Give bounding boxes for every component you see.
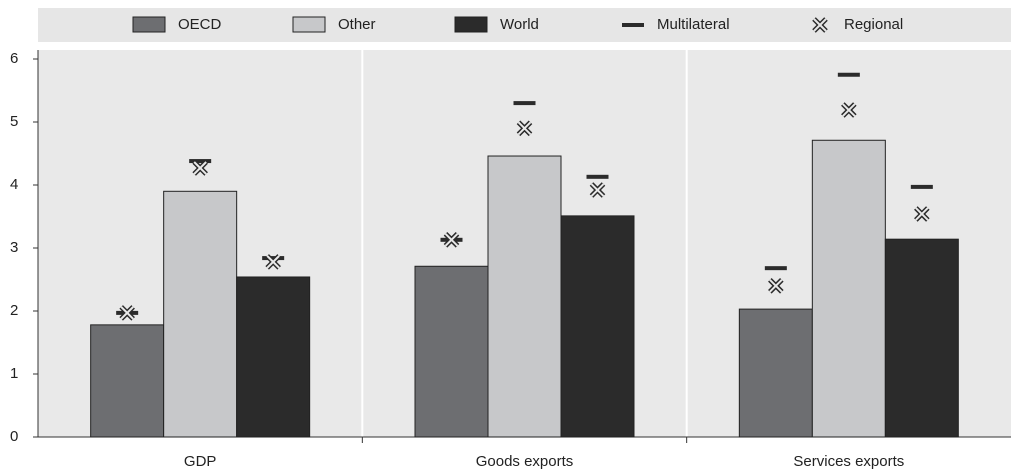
y-tick-label: 4	[10, 176, 18, 193]
regional-marker	[192, 160, 208, 176]
cross-inner	[193, 161, 207, 175]
x-tick-label: Goods exports	[476, 453, 574, 470]
multilateral-marker	[910, 184, 933, 189]
regional-marker	[265, 254, 281, 270]
cross-inner	[915, 207, 929, 221]
legend-label: Multilateral	[657, 16, 730, 33]
legend-swatch	[292, 16, 326, 33]
multilateral-marker	[586, 174, 609, 179]
cross-inner	[266, 255, 280, 269]
regional-marker	[768, 278, 784, 294]
legend-cross	[812, 17, 828, 33]
legend-swatch	[132, 16, 166, 33]
regional-marker	[589, 182, 606, 198]
cross-inner	[813, 18, 827, 32]
legend-swatch	[454, 16, 488, 33]
x-tick-label: Services exports	[793, 453, 904, 470]
bar	[487, 155, 562, 438]
legend-label: OECD	[178, 16, 222, 33]
legend-background	[38, 8, 1011, 42]
cross-inner	[590, 183, 605, 197]
bar	[560, 215, 635, 438]
multilateral-marker	[189, 159, 212, 164]
bar	[90, 324, 165, 438]
multilateral-marker	[262, 256, 285, 261]
multilateral-marker	[764, 266, 787, 271]
y-tick-label: 6	[10, 50, 18, 67]
bar	[414, 265, 489, 438]
legend-label: Regional	[844, 16, 903, 33]
y-tick-label: 5	[10, 113, 18, 130]
multilateral-marker	[513, 101, 536, 106]
regional-marker	[119, 305, 135, 321]
cross-inner	[517, 121, 532, 136]
legend-label: World	[500, 16, 539, 33]
bar	[738, 308, 813, 438]
regional-marker	[443, 232, 460, 248]
regional-marker	[841, 102, 857, 118]
y-tick-label: 0	[10, 428, 18, 445]
bar	[163, 190, 238, 438]
cross-inner	[769, 279, 783, 293]
legend-label: Other	[338, 16, 376, 33]
y-tick-label: 3	[10, 239, 18, 256]
y-tick-label: 2	[10, 302, 18, 319]
bar	[811, 139, 886, 438]
multilateral-marker	[837, 72, 860, 77]
cross-inner	[842, 103, 856, 117]
y-tick-label: 1	[10, 365, 18, 382]
bar	[236, 276, 311, 438]
cross-inner	[120, 306, 134, 320]
regional-marker	[914, 206, 930, 222]
bar	[884, 238, 959, 438]
legend-dash	[622, 23, 644, 27]
x-tick-label: GDP	[184, 453, 217, 470]
cross-inner	[444, 233, 459, 247]
regional-marker	[516, 120, 533, 137]
